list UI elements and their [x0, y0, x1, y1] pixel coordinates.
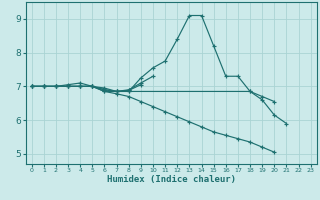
X-axis label: Humidex (Indice chaleur): Humidex (Indice chaleur) — [107, 175, 236, 184]
